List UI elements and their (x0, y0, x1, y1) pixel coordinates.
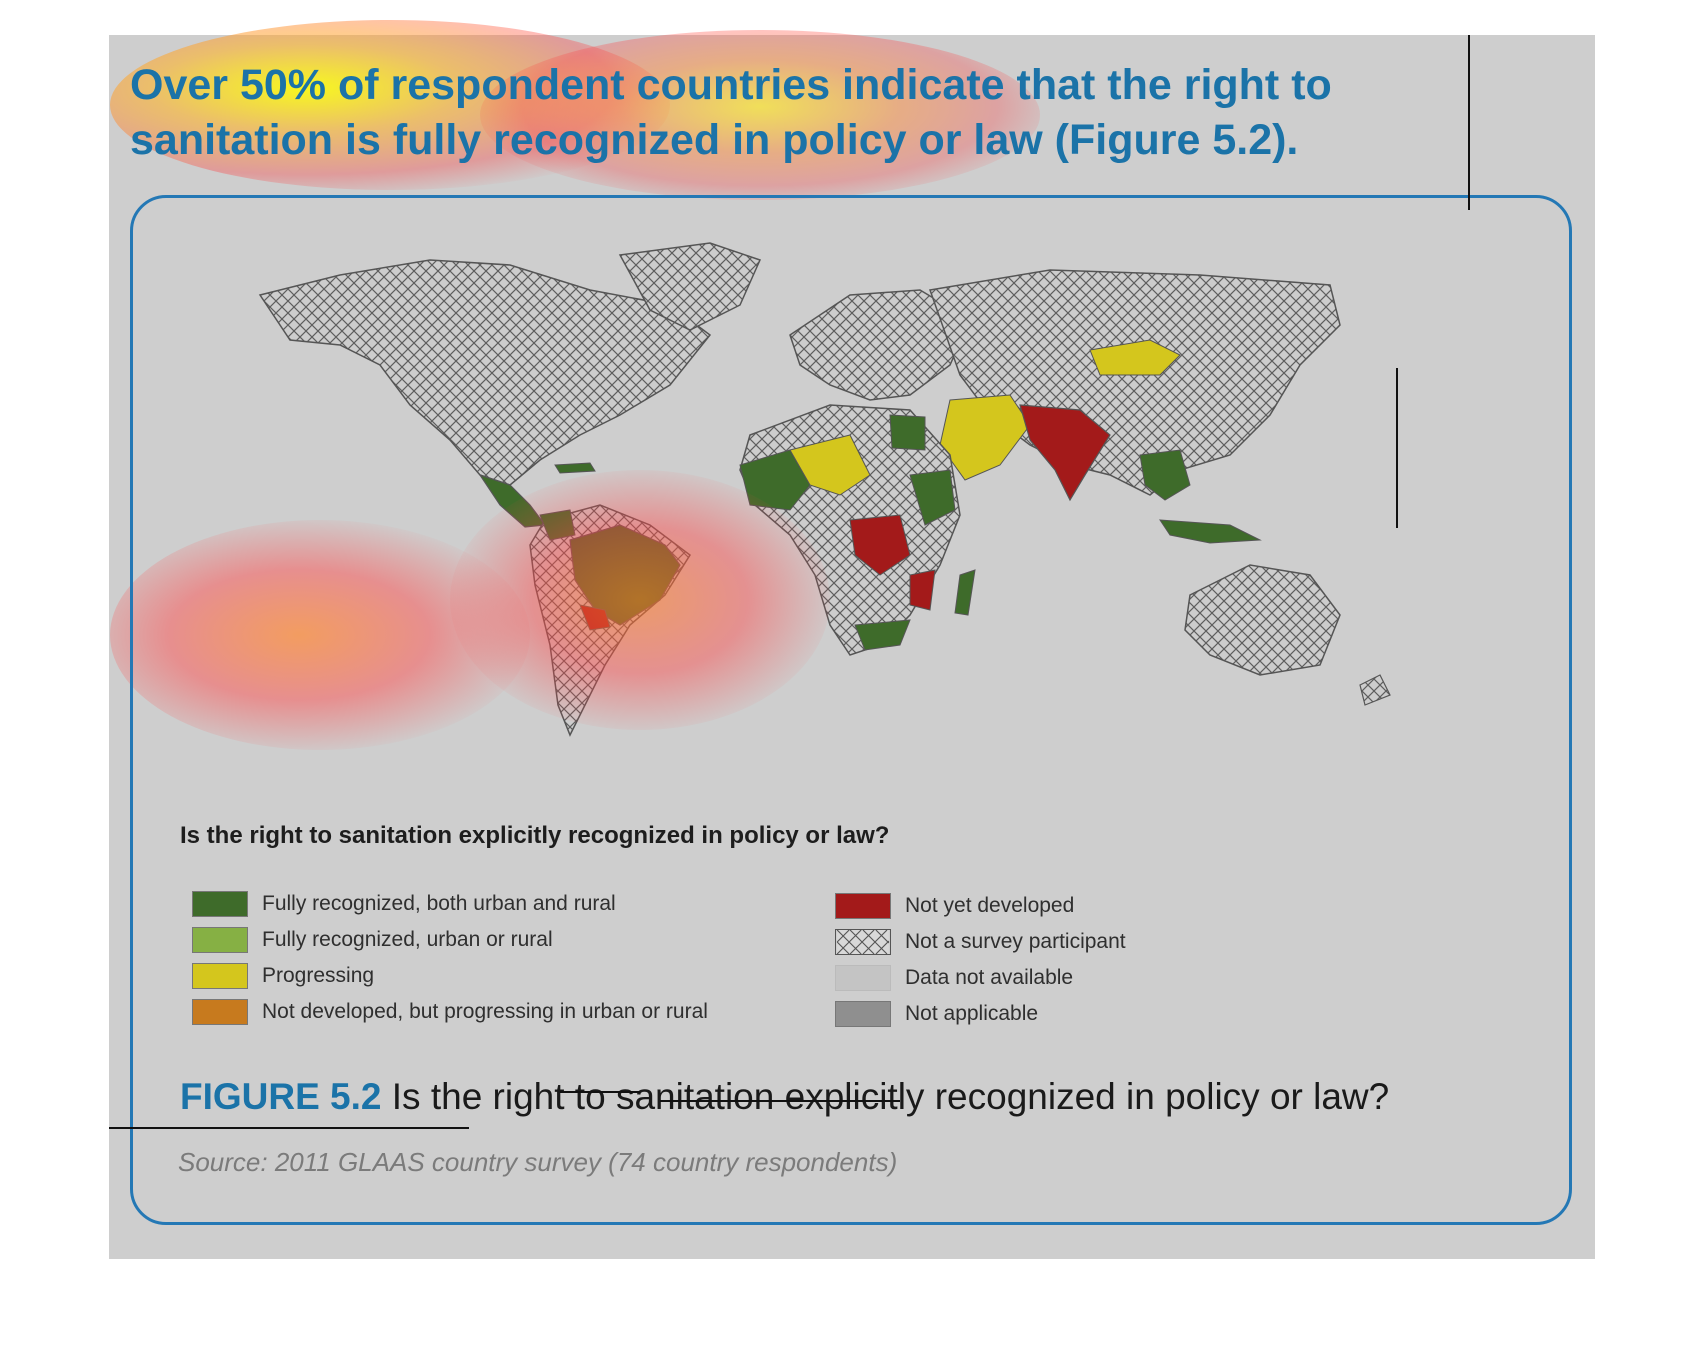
legend-item: Not developed, but progressing in urban … (192, 994, 708, 1030)
region-east-africa (909, 469, 956, 526)
legend-item: Not yet developed (835, 888, 1126, 924)
region-southeast-asia (1139, 449, 1191, 501)
region-egypt (889, 414, 926, 451)
region-south-africa (854, 619, 911, 651)
figure-frame (130, 195, 1572, 1225)
legend-item: Not applicable (835, 996, 1126, 1032)
legend-swatch-data-not-available (835, 965, 891, 991)
rule-mid-right (1396, 368, 1398, 528)
legend-label: Data not available (905, 966, 1074, 989)
region-mozambique (909, 569, 936, 611)
legend-item: Data not available (835, 960, 1126, 996)
legend-swatch-progressing (192, 963, 248, 989)
legend-label: Fully recognized, both urban and rural (262, 892, 616, 915)
legend-swatch-fully-recognized-one (192, 927, 248, 953)
region-new-zealand (1359, 674, 1391, 706)
region-europe (789, 289, 971, 401)
legend-label: Progressing (262, 964, 375, 987)
legend-swatch-not-participant (835, 929, 891, 955)
region-mongolia (1089, 339, 1181, 376)
legend-title: Is the right to sanitation explicitly re… (180, 822, 890, 849)
figure-caption: FIGURE 5.2 Is the right to sanitation ex… (180, 1076, 1389, 1118)
legend-item: Progressing (192, 958, 708, 994)
legend-right: Not yet developed Not a survey participa… (835, 888, 1126, 1032)
region-greenland (618, 242, 762, 331)
rule-top-right (1468, 35, 1470, 210)
legend-left: Fully recognized, both urban and rural F… (192, 886, 708, 1030)
figure-caption-text: Is the right to sanitation explicitly re… (391, 1076, 1390, 1117)
region-indonesia (1159, 519, 1262, 544)
region-south-asia (1019, 404, 1111, 502)
legend-swatch-not-developed-progressing (192, 999, 248, 1025)
rule-caption-left (109, 1127, 469, 1129)
legend-label: Not a survey participant (905, 930, 1126, 953)
legend-label: Not yet developed (905, 894, 1075, 917)
region-australia (1184, 564, 1341, 676)
region-madagascar (954, 569, 976, 616)
legend-swatch-fully-recognized-both (192, 891, 248, 917)
legend-label: Not applicable (905, 1002, 1039, 1025)
rule-caption-strike-2 (660, 1100, 900, 1102)
legend-swatch-not-yet-developed (835, 893, 891, 919)
legend-label: Not developed, but progressing in urban … (262, 1000, 708, 1023)
region-north-america (258, 259, 712, 486)
legend-item: Fully recognized, both urban and rural (192, 886, 708, 922)
headline: Over 50% of respondent countries indicat… (130, 61, 1332, 164)
legend-swatch-not-applicable (835, 1001, 891, 1027)
rule-caption-strike (560, 1091, 640, 1093)
source-note: Source: 2011 GLAAS country survey (74 co… (178, 1147, 898, 1177)
legend-item: Not a survey participant (835, 924, 1126, 960)
legend-item: Fully recognized, urban or rural (192, 922, 708, 958)
region-drc (849, 514, 911, 576)
figure-label: FIGURE 5.2 (180, 1076, 382, 1117)
legend-label: Fully recognized, urban or rural (262, 928, 553, 951)
